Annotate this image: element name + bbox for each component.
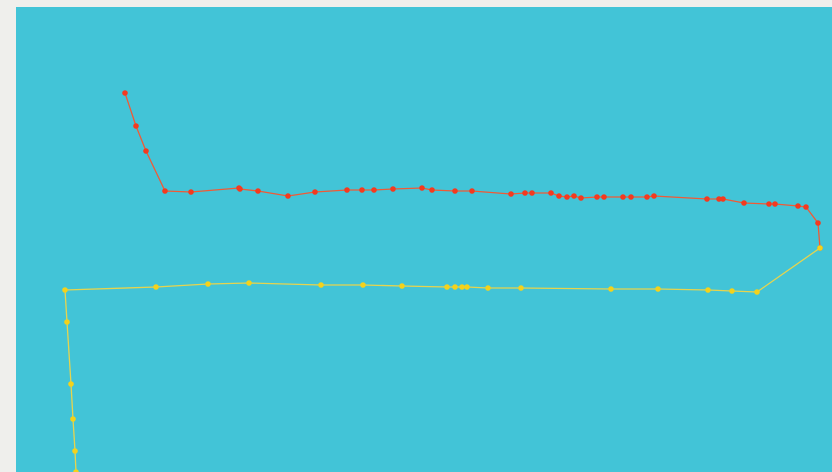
track-point-red[interactable] <box>803 204 809 210</box>
track-line-red <box>124 92 821 249</box>
track-point-red[interactable] <box>571 193 577 199</box>
track-point-red[interactable] <box>578 195 584 201</box>
track-point-yellow[interactable] <box>68 381 74 387</box>
map-panel[interactable] <box>16 7 832 472</box>
track-point-red[interactable] <box>469 188 475 194</box>
track-point-red[interactable] <box>716 196 722 202</box>
track-point-yellow[interactable] <box>452 284 458 290</box>
track-point-red[interactable] <box>359 187 365 193</box>
track-point-red[interactable] <box>237 186 243 192</box>
track-point-yellow[interactable] <box>518 285 524 291</box>
track-point-red[interactable] <box>601 194 607 200</box>
track-point-red[interactable] <box>644 194 650 200</box>
track-point-red[interactable] <box>795 203 801 209</box>
track-point-yellow[interactable] <box>485 285 491 291</box>
track-point-yellow[interactable] <box>73 469 79 472</box>
track-point-red[interactable] <box>529 190 535 196</box>
map-canvas[interactable] <box>16 7 832 472</box>
track-point-red[interactable] <box>815 220 821 226</box>
track-point-red[interactable] <box>371 187 377 193</box>
track-point-red[interactable] <box>522 190 528 196</box>
track-line-yellow <box>64 247 821 472</box>
track-yellow <box>62 245 823 472</box>
track-red <box>122 90 823 251</box>
track-point-yellow[interactable] <box>729 288 735 294</box>
track-point-red[interactable] <box>133 123 139 129</box>
track-point-red[interactable] <box>452 188 458 194</box>
track-point-red[interactable] <box>720 196 726 202</box>
track-point-yellow[interactable] <box>754 289 760 295</box>
track-point-red[interactable] <box>766 201 772 207</box>
track-point-yellow[interactable] <box>64 319 70 325</box>
track-point-red[interactable] <box>651 193 657 199</box>
track-point-yellow[interactable] <box>62 287 68 293</box>
track-point-yellow[interactable] <box>655 286 661 292</box>
track-point-yellow[interactable] <box>72 448 78 454</box>
track-point-red[interactable] <box>594 194 600 200</box>
track-point-red[interactable] <box>312 189 318 195</box>
track-point-red[interactable] <box>628 194 634 200</box>
track-point-red[interactable] <box>285 193 291 199</box>
track-point-red[interactable] <box>390 186 396 192</box>
track-point-red[interactable] <box>772 201 778 207</box>
track-point-red[interactable] <box>508 191 514 197</box>
track-point-yellow[interactable] <box>360 282 366 288</box>
track-point-yellow[interactable] <box>459 284 465 290</box>
track-point-yellow[interactable] <box>318 282 324 288</box>
track-point-red[interactable] <box>429 187 435 193</box>
track-point-yellow[interactable] <box>153 284 159 290</box>
track-point-red[interactable] <box>620 194 626 200</box>
track-point-yellow[interactable] <box>205 281 211 287</box>
track-point-yellow[interactable] <box>444 284 450 290</box>
track-point-red[interactable] <box>162 188 168 194</box>
track-point-red[interactable] <box>344 187 350 193</box>
track-point-red[interactable] <box>122 90 128 96</box>
track-point-red[interactable] <box>143 148 149 154</box>
track-point-yellow[interactable] <box>399 283 405 289</box>
track-point-red[interactable] <box>741 200 747 206</box>
track-point-red[interactable] <box>564 194 570 200</box>
track-point-yellow[interactable] <box>705 287 711 293</box>
track-point-red[interactable] <box>255 188 261 194</box>
track-point-red[interactable] <box>548 190 554 196</box>
track-point-red[interactable] <box>419 185 425 191</box>
track-point-yellow[interactable] <box>70 416 76 422</box>
track-point-yellow[interactable] <box>246 280 252 286</box>
track-point-yellow[interactable] <box>464 284 470 290</box>
track-point-red[interactable] <box>556 193 562 199</box>
track-point-yellow[interactable] <box>817 245 823 251</box>
track-point-yellow[interactable] <box>608 286 614 292</box>
track-point-red[interactable] <box>188 189 194 195</box>
track-point-red[interactable] <box>704 196 710 202</box>
